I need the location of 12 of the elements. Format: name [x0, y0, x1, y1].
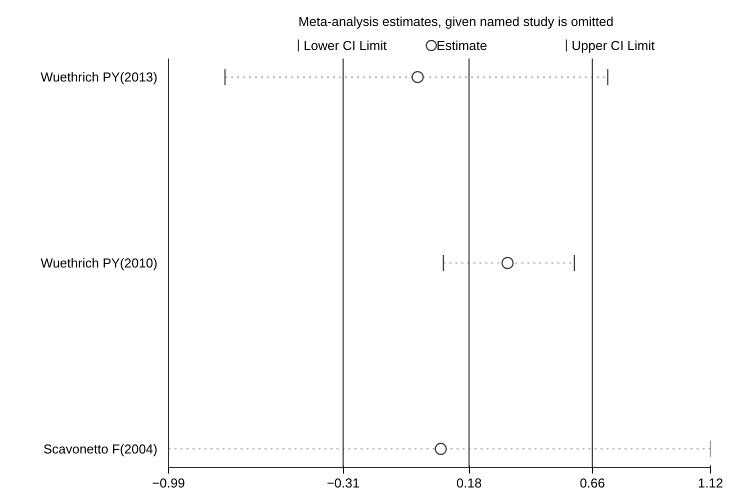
x-tick-label: −0.99 [152, 476, 185, 490]
y-tick-label: Wuethrich PY(2010) [40, 256, 158, 270]
text: Upper CI Limit [572, 38, 656, 53]
text: Lower CI Limit [304, 38, 388, 53]
x-tick-label: −0.31 [326, 476, 360, 490]
x-tick-label: 0.18 [456, 476, 482, 490]
legend-label: Estimate [436, 38, 488, 53]
y-tick-label: Scavonetto F(2004) [43, 441, 158, 456]
x-tick-label: 0.66 [580, 476, 605, 490]
chart-title: Meta-analysis estimates, given named study is omitted [298, 14, 614, 29]
x-tick-label: 1.12 [698, 476, 724, 490]
y-tick-label: Wuethrich PY(2013) [40, 70, 158, 85]
